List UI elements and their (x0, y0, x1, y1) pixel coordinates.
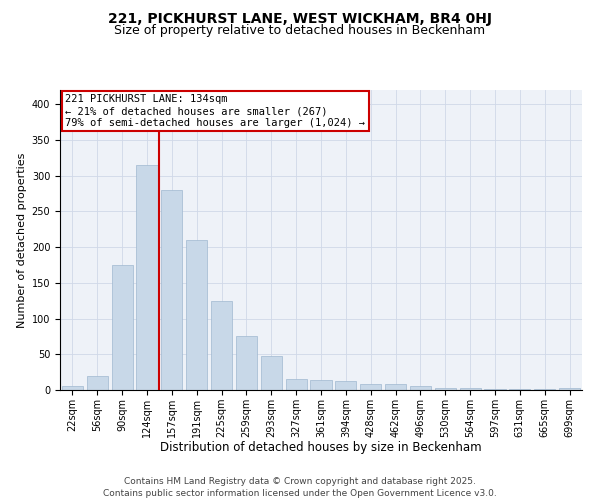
Bar (335, 380, 356, 390)
Bar (286, 380, 307, 390)
Bar (460, 388, 481, 390)
Bar (236, 336, 257, 390)
Bar (112, 265, 133, 390)
Bar (87, 376, 108, 390)
Bar (435, 388, 456, 390)
Bar (161, 190, 182, 390)
Bar (261, 356, 282, 390)
Bar (410, 386, 431, 390)
Bar (509, 388, 530, 390)
Bar (360, 384, 381, 390)
Text: Contains HM Land Registry data © Crown copyright and database right 2025.
Contai: Contains HM Land Registry data © Crown c… (103, 476, 497, 498)
X-axis label: Distribution of detached houses by size in Beckenham: Distribution of detached houses by size … (160, 442, 482, 454)
Text: 221, PICKHURST LANE, WEST WICKHAM, BR4 0HJ: 221, PICKHURST LANE, WEST WICKHAM, BR4 0… (108, 12, 492, 26)
Bar (136, 165, 158, 390)
Bar (62, 386, 83, 390)
Bar (484, 388, 506, 390)
Bar (186, 240, 207, 390)
Bar (559, 388, 580, 390)
Text: Size of property relative to detached houses in Beckenham: Size of property relative to detached ho… (115, 24, 485, 37)
Y-axis label: Number of detached properties: Number of detached properties (17, 152, 28, 328)
Bar (310, 380, 332, 390)
Bar (211, 300, 232, 390)
Text: 221 PICKHURST LANE: 134sqm
← 21% of detached houses are smaller (267)
79% of sem: 221 PICKHURST LANE: 134sqm ← 21% of deta… (65, 94, 365, 128)
Bar (385, 384, 406, 390)
